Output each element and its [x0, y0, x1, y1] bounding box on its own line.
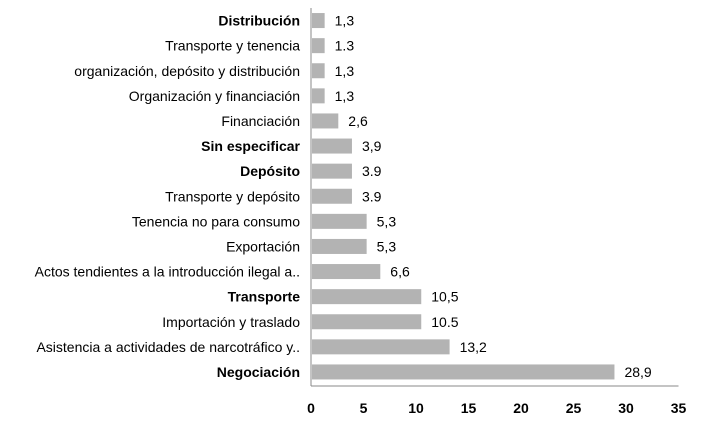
- data-label: 1,3: [335, 13, 355, 29]
- bars: [312, 13, 615, 380]
- bar: [312, 213, 367, 229]
- value-labels: 1,3 1.3 1,3 1,3 2,6 3,9 3.9 3.9 5,3 5,3 6,6 10,5 10.…: [335, 13, 652, 380]
- data-label: 13,2: [460, 339, 487, 355]
- category-label: Asistencia a actividades de narcotráfico…: [36, 339, 300, 355]
- bar: [312, 314, 422, 330]
- data-label: 2,6: [348, 113, 368, 129]
- tick-labels: 0 5 10 15 20 25 30 35: [307, 400, 686, 416]
- x-axis: [310, 8, 679, 387]
- category-label: Transporte: [228, 289, 301, 305]
- category-label: Organización y financiación: [129, 88, 300, 104]
- bar: [312, 163, 352, 179]
- bar: [312, 238, 367, 254]
- bar: [312, 289, 422, 305]
- data-label: 28,9: [624, 364, 651, 380]
- x-tick-label: 15: [461, 400, 477, 416]
- category-label: Negociación: [217, 364, 300, 380]
- category-label: Exportación: [226, 238, 300, 254]
- category-label: Distribución: [218, 13, 300, 29]
- category-label: Sin especificar: [201, 138, 300, 154]
- data-label: 6,6: [390, 264, 410, 280]
- bar: [312, 38, 325, 54]
- bar: [312, 364, 615, 380]
- x-tick-label: 5: [360, 400, 368, 416]
- x-tick-label: 20: [513, 400, 529, 416]
- category-label: Importación y traslado: [162, 314, 300, 330]
- bar: [312, 63, 325, 79]
- bar: [312, 113, 339, 129]
- category-label: Financiación: [221, 113, 300, 129]
- x-tick-label: 25: [566, 400, 582, 416]
- data-label: 3.9: [362, 188, 382, 204]
- bar: [312, 188, 352, 204]
- category-label: Actos tendientes a la introducción ilega…: [35, 264, 300, 280]
- category-label: Transporte y tenencia: [165, 38, 300, 54]
- category-label: Depósito: [240, 163, 300, 179]
- x-tick-label: 35: [671, 400, 687, 416]
- data-label: 3.9: [362, 163, 382, 179]
- category-label: Transporte y depósito: [165, 188, 300, 204]
- bar: [312, 13, 325, 29]
- data-label: 1,3: [335, 88, 355, 104]
- data-label: 3,9: [362, 138, 382, 154]
- data-label: 10,5: [431, 289, 458, 305]
- data-label: 5,3: [377, 238, 397, 254]
- data-label: 10.5: [431, 314, 458, 330]
- category-label: organización, depósito y distribución: [74, 63, 300, 79]
- data-label: 1,3: [335, 63, 355, 79]
- x-tick-label: 0: [307, 400, 315, 416]
- bar: [312, 88, 325, 104]
- category-labels: Distribución Transporte y tenencia organiz…: [35, 13, 301, 380]
- x-tick-label: 10: [408, 400, 424, 416]
- bar: [312, 264, 381, 280]
- bar: [312, 339, 450, 355]
- data-label: 1.3: [335, 38, 355, 54]
- category-label: Tenencia no para consumo: [132, 213, 300, 229]
- data-label: 5,3: [377, 213, 397, 229]
- bar: [312, 138, 352, 154]
- x-tick-label: 30: [618, 400, 634, 416]
